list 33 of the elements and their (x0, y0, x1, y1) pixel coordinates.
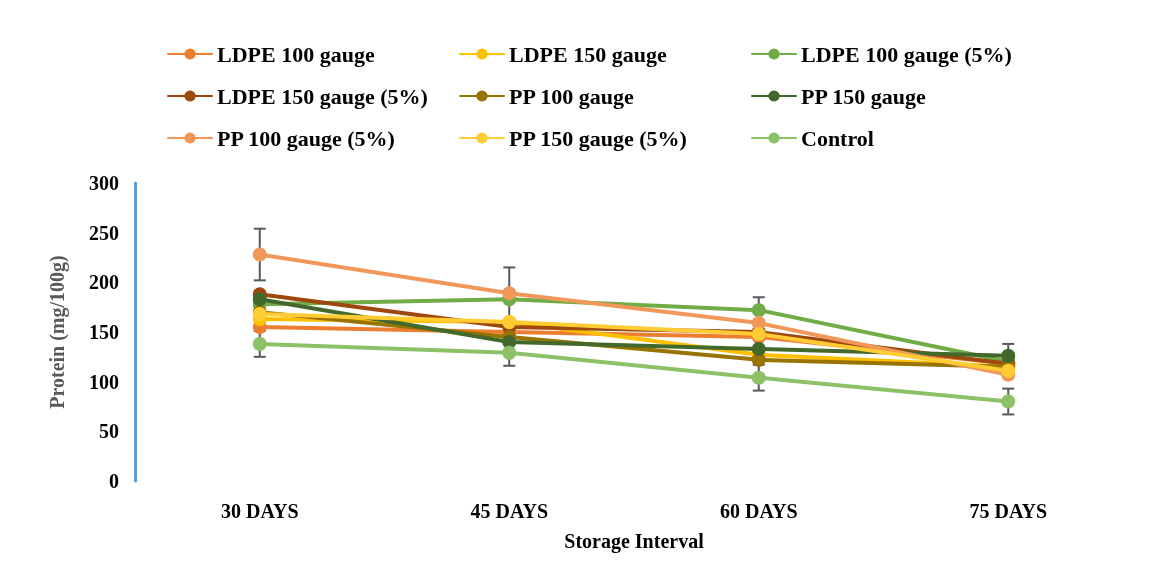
x-tick-label: 30 DAYS (220, 500, 299, 522)
point (1001, 394, 1016, 409)
point (1001, 348, 1016, 363)
x-tick-label: 45 DAYS (470, 500, 549, 522)
point (1001, 363, 1016, 378)
x-axis-title: Storage Interval (564, 530, 705, 553)
point (502, 286, 517, 301)
point (751, 303, 766, 318)
legend-label: PP 100 gauge (5%) (217, 125, 395, 151)
y-tick-label: 150 (89, 321, 119, 343)
y-tick-label: 200 (89, 271, 119, 294)
legend-label: LDPE 100 gauge (5%) (801, 41, 1012, 67)
x-tick-label: 60 DAYS (719, 500, 798, 522)
point (252, 292, 267, 307)
point (751, 341, 766, 356)
y-tick-label: 250 (89, 221, 119, 244)
point (252, 336, 267, 351)
legend-label: LDPE 100 gauge (217, 41, 375, 67)
y-axis-title: Protein (mg/100g) (46, 255, 69, 409)
legend-label: LDPE 150 gauge (509, 41, 667, 67)
legend-label: PP 100 gauge (509, 83, 634, 109)
legend-label: LDPE 150 gauge (5%) (217, 83, 428, 109)
y-tick-label: 300 (89, 172, 119, 194)
point (502, 345, 517, 360)
y-tick-label: 50 (99, 420, 119, 443)
legend-label: PP 150 gauge (5%) (509, 125, 687, 151)
point (751, 370, 766, 385)
point (252, 247, 267, 262)
legend-label: PP 150 gauge (801, 83, 926, 109)
y-tick-label: 100 (89, 370, 119, 393)
y-tick-label: 0 (109, 470, 119, 492)
legend-label: Control (801, 125, 874, 151)
x-tick-label: 75 DAYS (969, 500, 1048, 522)
